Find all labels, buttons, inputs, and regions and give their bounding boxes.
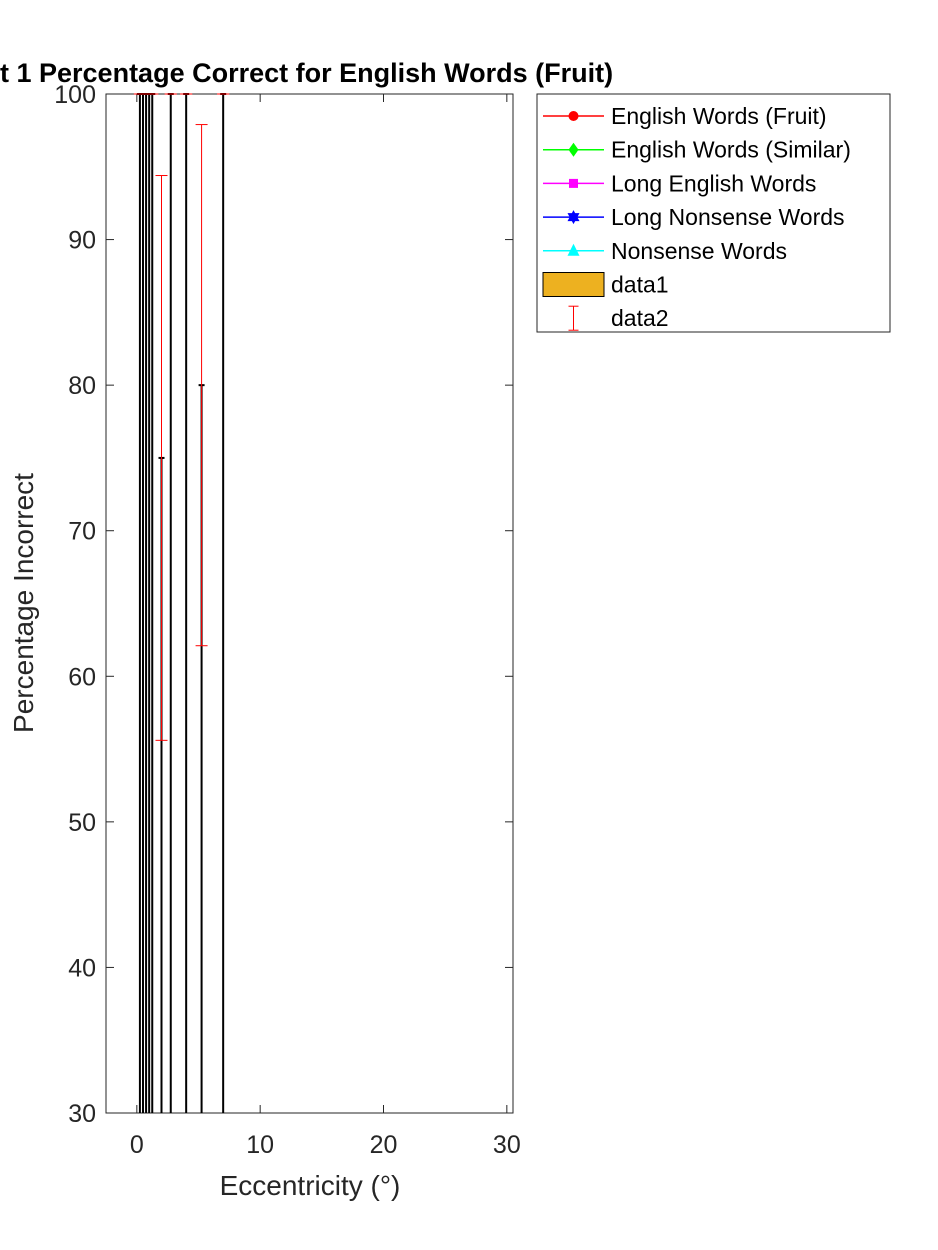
- x-axis-label: Eccentricity (°): [220, 1170, 401, 1201]
- y-tick-label: 100: [54, 81, 96, 109]
- legend-marker-hexagram: [567, 213, 580, 225]
- legend-swatch-bar: [542, 272, 605, 297]
- y-tick-label: 90: [68, 227, 96, 255]
- y-axis-label: Percentage Incorrect: [8, 473, 39, 733]
- legend-label: data2: [611, 305, 669, 331]
- x-tick-label: 10: [246, 1131, 274, 1159]
- legend-label: English Words (Fruit): [611, 103, 827, 129]
- x-tick-label: 30: [493, 1131, 521, 1159]
- y-tick-label: 60: [68, 663, 96, 691]
- legend-label: data1: [611, 272, 669, 298]
- legend-label: English Words (Similar): [611, 137, 851, 163]
- legend: English Words (Fruit) English Words (Simi…: [536, 93, 891, 333]
- y-tick-label: 80: [68, 372, 96, 400]
- legend-item: data2: [568, 305, 669, 331]
- legend-marker-diamond: [568, 142, 579, 157]
- legend-label: Long English Words: [611, 170, 816, 196]
- legend-label: Long Nonsense Words: [611, 204, 845, 230]
- x-tick-label: 20: [370, 1131, 398, 1159]
- legend-marker-triangle: [567, 243, 580, 256]
- legend-item: Long Nonsense Words: [543, 204, 845, 230]
- plot-area: [105, 93, 514, 1114]
- y-tick-label: 50: [68, 809, 96, 837]
- legend-marker-square: [569, 178, 578, 188]
- legend-marker-circle: [568, 111, 579, 121]
- legend-item: English Words (Fruit): [543, 103, 827, 129]
- y-tick-label: 40: [68, 954, 96, 982]
- y-tick-label: 30: [68, 1100, 96, 1128]
- y-tick-label: 70: [68, 518, 96, 546]
- errorbar-series: [133, 93, 230, 741]
- chart-title: t 1 Percentage Correct for English Words…: [0, 58, 613, 88]
- tick-labels: 30 40 50 60 70 80 90 100 0 10 20 30: [54, 81, 520, 1159]
- legend-item: English Words (Similar): [543, 137, 851, 163]
- legend-item: data1: [542, 272, 669, 298]
- axis-ticks: [106, 93, 513, 1114]
- legend-item: Long English Words: [543, 170, 816, 196]
- legend-item: Nonsense Words: [543, 238, 787, 264]
- legend-label: Nonsense Words: [611, 238, 787, 264]
- x-tick-label: 0: [130, 1131, 144, 1159]
